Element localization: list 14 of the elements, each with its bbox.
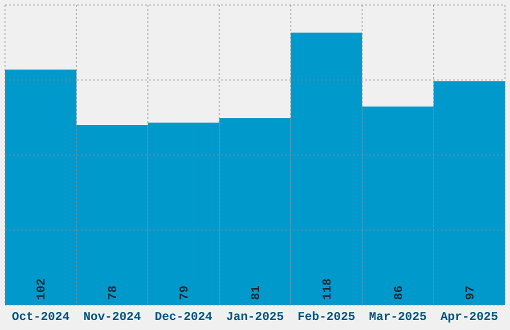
data-label: 78 [106,286,120,300]
data-label: 79 [178,286,192,300]
x-tick-label: Mar-2025 [369,310,427,324]
data-label: 97 [463,286,478,300]
data-label: 86 [392,286,406,300]
x-tick-label: Nov-2024 [83,310,141,324]
x-tick-label: Jan-2025 [226,310,284,324]
x-tick-label: Feb-2025 [298,310,356,324]
data-label: 81 [249,286,263,300]
data-label: 102 [34,278,49,300]
x-tick-label: Oct-2024 [12,310,70,324]
x-tick-label: Apr-2025 [440,310,498,324]
x-tick-label: Dec-2024 [154,310,212,324]
data-label: 118 [320,278,334,300]
